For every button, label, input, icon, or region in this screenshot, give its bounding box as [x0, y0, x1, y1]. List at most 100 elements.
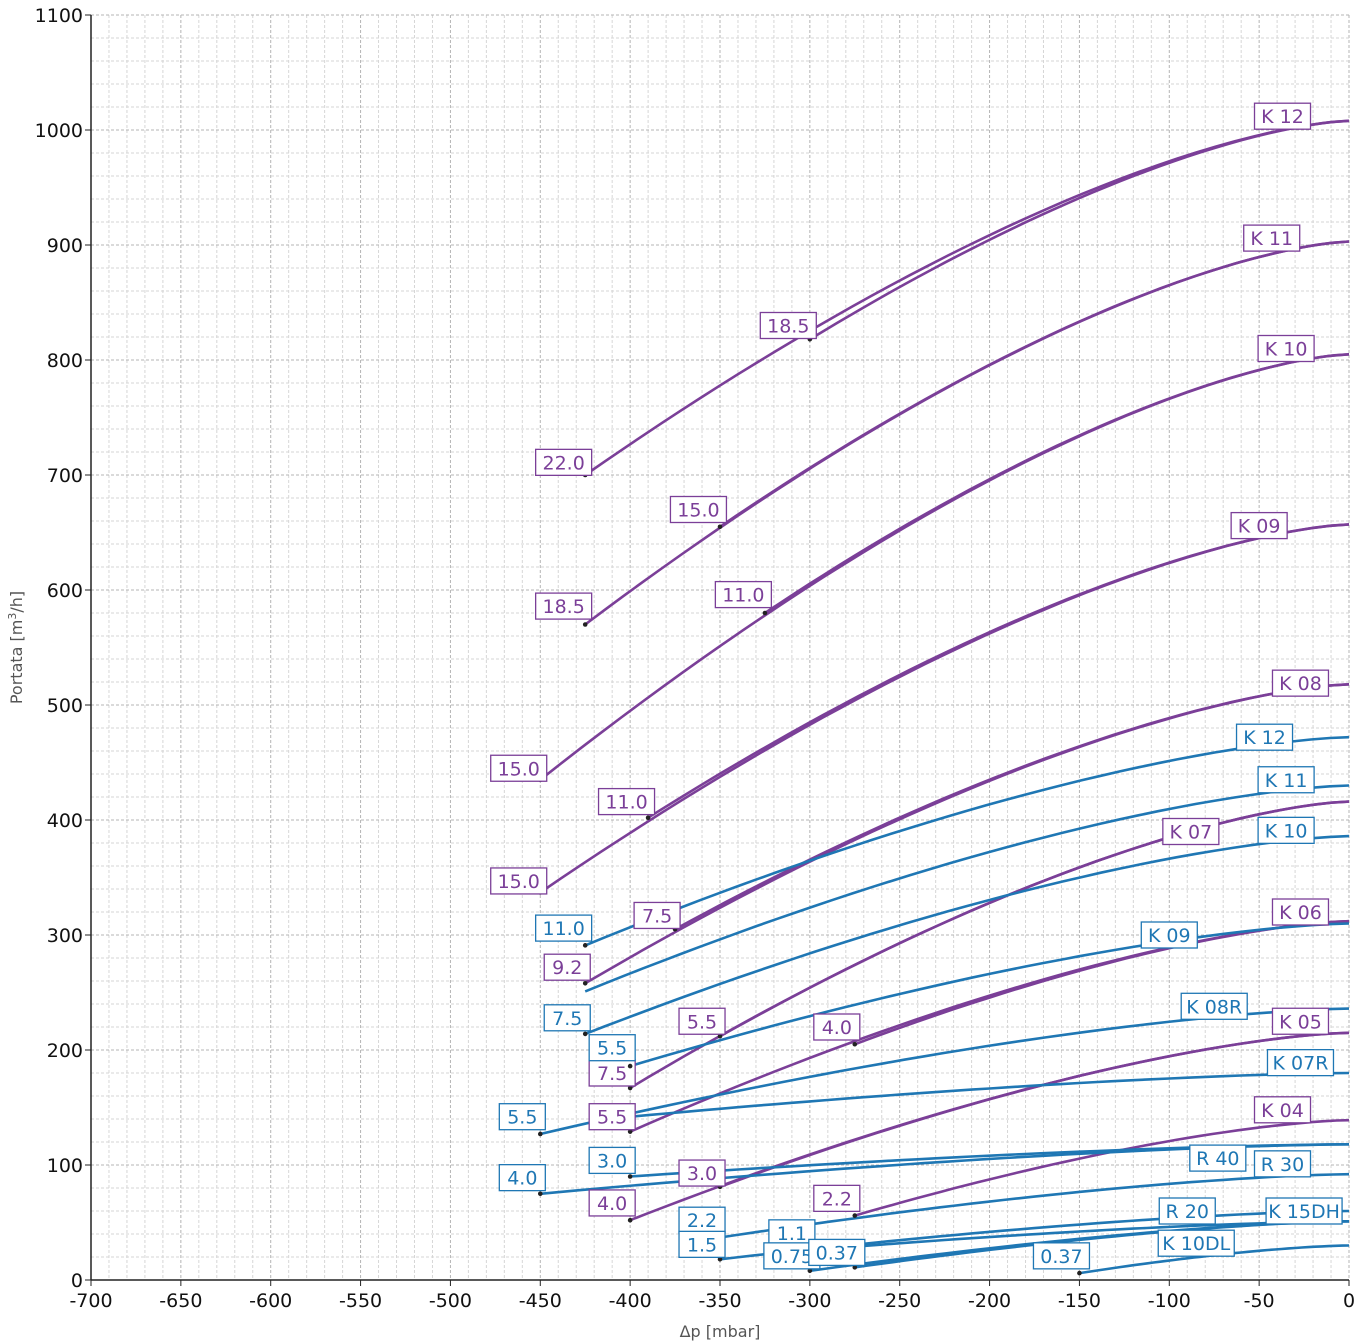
series-line-blue-r-30	[719, 1172, 1350, 1239]
series-label: 0.37	[1032, 1242, 1091, 1270]
series-label: 0.37	[808, 1238, 866, 1267]
label-box	[534, 592, 593, 620]
data-point	[717, 1257, 723, 1262]
label-text: 5.5	[687, 1011, 717, 1033]
label-box	[1266, 1049, 1335, 1077]
label-text: 11.0	[722, 585, 764, 607]
label-box	[543, 953, 591, 981]
series-label: 22.0	[534, 448, 593, 477]
tick-labels: -700 -650 -600 -550 -500 -450 -400 -350 -300 -250…	[35, 5, 1355, 1312]
grid	[90, 14, 1350, 1281]
series-label: 3.0	[588, 1146, 636, 1175]
label-box	[1253, 1150, 1312, 1178]
series-label: K 04	[1253, 1096, 1312, 1124]
label-text: 11.0	[542, 918, 584, 940]
series-label: K 15DH	[1265, 1197, 1343, 1225]
label-text: 15.0	[498, 758, 540, 780]
label-box	[1230, 511, 1288, 540]
label-box	[588, 1189, 636, 1217]
series-label: K 12	[1253, 102, 1312, 130]
label-text: 3.0	[597, 1150, 627, 1172]
series-label: 7.5	[543, 1004, 591, 1032]
label-text: K 09	[1148, 925, 1191, 947]
data-point	[582, 981, 588, 986]
label-box	[1162, 817, 1220, 846]
label-text: K 05	[1279, 1011, 1322, 1033]
data-point	[627, 1085, 633, 1091]
label-box	[1271, 898, 1330, 926]
label-text: 2.2	[687, 1210, 717, 1232]
series-line-blue-k-12	[584, 735, 1350, 947]
label-box	[490, 867, 548, 895]
label-box	[1157, 1229, 1235, 1257]
series-label: 5.5	[678, 1007, 726, 1035]
data-point	[807, 1268, 813, 1274]
label-text: K 06	[1279, 902, 1322, 924]
label-box	[1180, 992, 1248, 1020]
data-point	[537, 1191, 543, 1197]
series-line-purple-k-11	[719, 240, 1350, 528]
x-tick-label: -650	[159, 1290, 202, 1312]
label-text: K 07	[1170, 822, 1213, 844]
label-box	[633, 901, 681, 930]
series-label: 7.5	[633, 901, 681, 930]
label-box	[588, 1103, 636, 1131]
series-line-purple-k-08	[674, 683, 1350, 931]
label-text: K 15DH	[1268, 1201, 1340, 1223]
label-box	[1271, 1007, 1330, 1035]
y-tick-label: 800	[47, 350, 83, 372]
label-box	[1253, 102, 1312, 130]
data-point	[1077, 1270, 1082, 1276]
label-box	[678, 1007, 726, 1035]
series-line-blue-k-10	[584, 834, 1350, 1036]
series-label: K 07R	[1266, 1049, 1335, 1077]
data-point	[717, 524, 723, 530]
label-box	[588, 1059, 636, 1087]
label-box	[597, 787, 656, 816]
label-text: 1.5	[687, 1234, 717, 1256]
label-box	[1032, 1242, 1091, 1270]
label-box	[498, 1164, 546, 1192]
label-text: 1.1	[777, 1223, 807, 1245]
data-point	[627, 1129, 633, 1134]
data-point	[537, 1131, 543, 1137]
label-box	[1140, 921, 1198, 949]
series-label: 15.0	[669, 495, 728, 524]
label-box	[588, 1146, 636, 1175]
label-text: R 30	[1261, 1154, 1304, 1176]
label-text: 0.37	[1040, 1246, 1082, 1268]
y-tick-label: 1100	[35, 5, 83, 27]
label-box	[813, 1184, 861, 1212]
label-text: 7.5	[597, 1063, 627, 1085]
series-label: 5.5	[588, 1034, 636, 1062]
y-axis-label-sup: 3	[6, 613, 19, 620]
y-axis-label-main: Portata [m	[7, 620, 26, 705]
x-tick-label: -600	[249, 1290, 292, 1312]
label-text: K 12	[1261, 106, 1304, 128]
label-text: 15.0	[498, 871, 540, 893]
series-line-blue-k-09	[629, 922, 1350, 1068]
label-text: K 07R	[1273, 1053, 1329, 1075]
x-tick-label: -150	[1058, 1290, 1101, 1312]
series-label: 11.0	[597, 787, 656, 816]
series-line-purple-k-09	[539, 523, 1350, 894]
series-label: 2.2	[813, 1184, 861, 1212]
label-text: 4.0	[822, 1017, 852, 1039]
data-point	[627, 1063, 633, 1069]
label-text: 9.2	[552, 957, 582, 979]
series-line-purple-k-12	[809, 119, 1350, 341]
x-tick-label: -200	[968, 1290, 1011, 1312]
data-point	[582, 622, 588, 627]
label-box	[1253, 1096, 1312, 1124]
label-text: 7.5	[552, 1008, 582, 1030]
label-text: 3.0	[687, 1163, 717, 1185]
y-tick-label: 500	[47, 695, 83, 717]
series-label: K 07	[1162, 817, 1220, 846]
label-box	[1189, 1144, 1247, 1172]
series-label: 5.5	[498, 1103, 546, 1131]
label-text: 18.5	[767, 316, 809, 338]
x-tick-label: -550	[339, 1290, 382, 1312]
series-label: 15.0	[490, 754, 548, 782]
series-label: 7.5	[588, 1059, 636, 1087]
